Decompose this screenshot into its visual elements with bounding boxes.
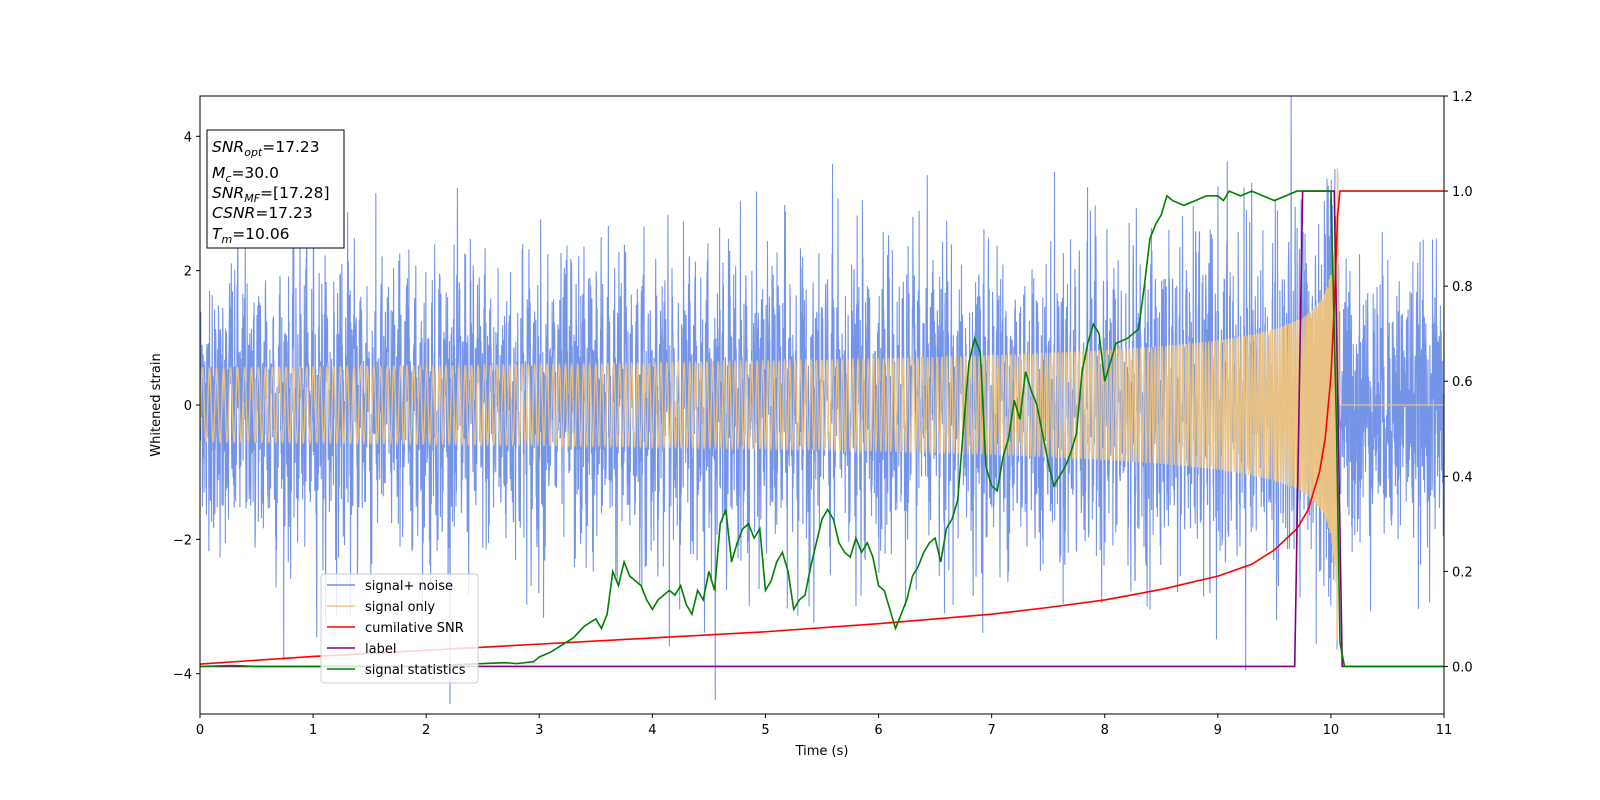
y-left-tick-label: 2 (184, 265, 192, 280)
legend: signal+ noise signal only cumilative SNR… (320, 573, 479, 684)
legend-frame (320, 573, 479, 684)
annotation-csnr: CSNR=17.23 (212, 204, 313, 222)
annotation-snr-mf: SNRMF=[17.28] (212, 184, 330, 205)
series-signal-statistics (200, 190, 1444, 668)
y-axis-label: Whitened strain (149, 353, 164, 456)
annotation-box: SNRopt=17.23 Mc=30.0 SNRMF=[17.28] CSNR=… (206, 129, 345, 249)
legend-label-signal-only: signal only (365, 600, 435, 615)
y-right-tick-label: 0.2 (1452, 565, 1473, 580)
legend-label-signal-statistics: signal statistics (365, 663, 466, 678)
x-tick-label: 4 (648, 723, 656, 738)
x-tick-label: 1 (309, 723, 317, 738)
y-left-tick-label: −4 (173, 668, 192, 683)
y-right-tick-label: 0.8 (1452, 280, 1473, 295)
series-layer (200, 96, 1444, 705)
x-tick-label: 8 (1101, 723, 1109, 738)
x-tick-label: 11 (1436, 723, 1453, 738)
ticks-layer: 0 1 2 3 4 5 6 7 8 9 10 11 4 2 0 −2 −4 1.2 1.0 0.8 0.6 0.4 0.2 0… (173, 90, 1473, 738)
y-right-tick-label: 1.0 (1452, 185, 1473, 200)
y-right-tick-label: 0.6 (1452, 375, 1473, 390)
y-left-tick-label: 0 (184, 399, 192, 414)
x-tick-label: 9 (1214, 723, 1222, 738)
series-cumulative-snr (200, 190, 1444, 665)
annotation-frame (206, 129, 345, 249)
y-left-tick-label: −2 (173, 533, 192, 548)
annotation-snr-opt: SNRopt=17.23 (212, 138, 320, 159)
x-tick-label: 2 (422, 723, 430, 738)
x-tick-label: 10 (1323, 723, 1340, 738)
x-tick-label: 5 (761, 723, 769, 738)
y-right-tick-label: 0.4 (1452, 470, 1473, 485)
x-axis-label: Time (s) (795, 744, 849, 759)
annotation-mc: Mc=30.0 (212, 164, 279, 185)
legend-label-label: label (365, 642, 396, 657)
legend-label-signal-noise: signal+ noise (365, 579, 453, 594)
series-signal-only (200, 168, 1444, 641)
annotation-tm: Tm=10.06 (212, 225, 290, 246)
x-tick-label: 7 (987, 723, 995, 738)
x-tick-label: 3 (535, 723, 543, 738)
y-left-tick-label: 4 (184, 130, 192, 145)
y-right-tick-label: 0.0 (1452, 660, 1473, 675)
x-tick-label: 6 (874, 723, 882, 738)
x-tick-label: 0 (196, 723, 204, 738)
legend-label-cumulative-snr: cumilative SNR (365, 621, 464, 636)
y-right-tick-label: 1.2 (1452, 90, 1473, 105)
